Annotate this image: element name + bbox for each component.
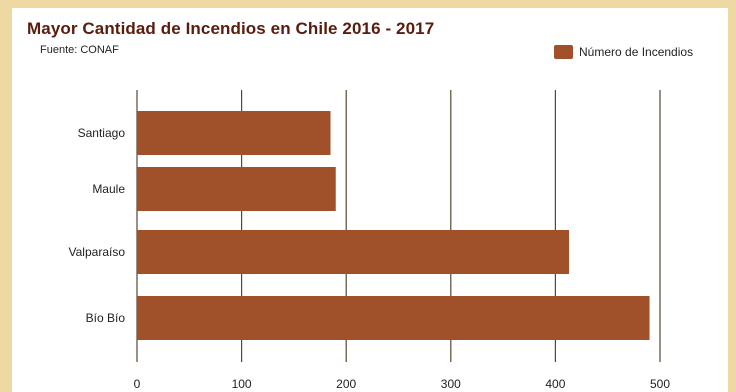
chart-title: Mayor Cantidad de Incendios en Chile 201…: [27, 19, 435, 38]
x-tick-label: 100: [232, 377, 252, 391]
x-tick-label: 500: [650, 377, 670, 391]
bar: [137, 230, 569, 274]
category-label: Valparaíso: [69, 245, 126, 259]
category-label: Maule: [92, 182, 125, 196]
legend-label: Número de Incendios: [579, 45, 694, 59]
chart-legend: Número de Incendios: [554, 45, 693, 59]
bar: [137, 111, 331, 155]
chart-source: Fuente: CONAF: [40, 44, 119, 56]
x-tick-label: 200: [336, 377, 356, 391]
legend-swatch: [554, 45, 573, 59]
x-tick-label: 400: [545, 377, 565, 391]
x-tick-label: 0: [134, 377, 141, 391]
category-label: Bío Bío: [86, 311, 126, 325]
bar: [137, 296, 650, 340]
bar: [137, 167, 336, 211]
x-tick-label: 300: [441, 377, 461, 391]
category-label: Santiago: [78, 126, 126, 140]
